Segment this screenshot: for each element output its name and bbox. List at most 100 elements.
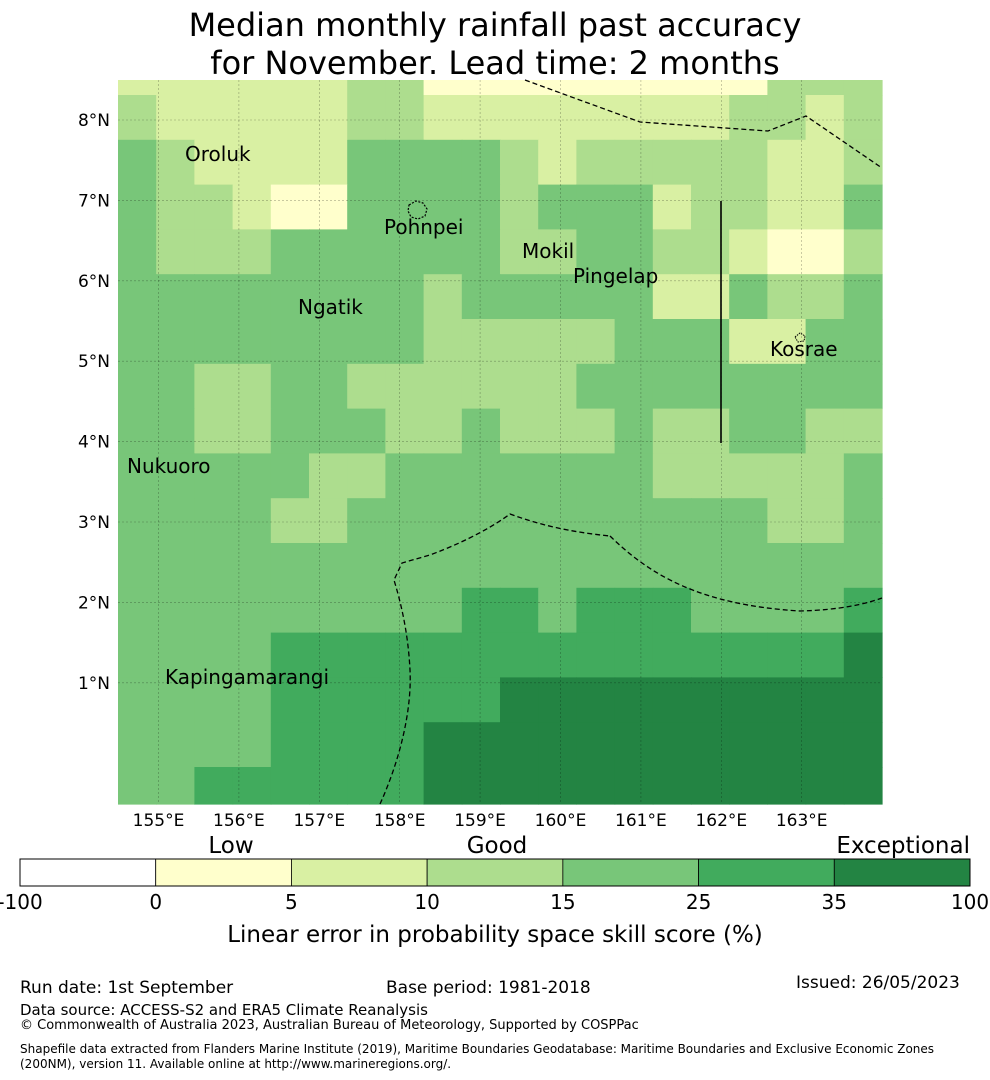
grid-cell — [156, 319, 195, 365]
grid-cell — [652, 453, 692, 499]
grid-cell — [423, 274, 463, 320]
colorbar-tick-label: 5 — [285, 890, 298, 914]
grid-cell — [538, 139, 577, 186]
grid-cell — [347, 543, 386, 589]
skill-grid — [118, 80, 883, 805]
grid-cell — [194, 543, 234, 589]
grid-cell — [805, 408, 845, 454]
grid-cell — [729, 274, 768, 320]
grid-cell — [232, 498, 272, 544]
grid-cell — [232, 95, 272, 141]
grid-cell — [767, 274, 807, 320]
grid-cell — [576, 453, 616, 499]
grid-cell — [309, 363, 348, 410]
grid-cell — [767, 95, 807, 141]
grid-cell — [691, 80, 730, 96]
place-label-kapingamarangi: Kapingamarangi — [165, 665, 329, 689]
grid-cell — [614, 587, 654, 634]
grid-cell — [843, 722, 883, 768]
grid-cell — [538, 722, 577, 768]
lat-tick-label: 1°N — [78, 674, 110, 694]
grid-cell — [843, 229, 883, 275]
grid-cell — [423, 319, 463, 365]
lat-tick-label: 6°N — [78, 272, 110, 292]
grid-cell — [614, 184, 654, 230]
grid-cell — [614, 543, 654, 589]
grid-cell — [309, 453, 348, 499]
grid-cell — [156, 587, 195, 634]
grid-cell — [156, 543, 195, 589]
grid-cell — [652, 632, 692, 678]
grid-cell — [461, 184, 501, 230]
grid-cell — [423, 229, 463, 275]
grid-cell — [576, 498, 616, 544]
grid-cell — [576, 184, 616, 230]
grid-cell — [805, 80, 845, 96]
run-date: Run date: 1st September — [20, 978, 234, 998]
latitude-ticks: 8°N 7°N 6°N 5°N 4°N 3°N 2°N 1°N — [78, 111, 110, 694]
grid-cell — [118, 543, 157, 589]
grid-cell — [423, 677, 463, 723]
grid-cell — [652, 498, 692, 544]
grid-cell — [614, 722, 654, 768]
eez-boundary-south-left — [379, 513, 611, 805]
grid-cell — [767, 139, 807, 186]
grid-cell — [385, 722, 425, 768]
grid-cell — [805, 363, 845, 410]
grid-cell — [347, 408, 386, 454]
grid-cell — [194, 274, 234, 320]
grid-cell — [385, 587, 425, 634]
lon-tick-label: 158°E — [374, 811, 426, 831]
grid-cell — [576, 587, 616, 634]
lon-tick-label: 160°E — [535, 811, 587, 831]
grid-cell — [461, 722, 501, 768]
grid-cell — [156, 229, 195, 275]
colorbar-category-label: Exceptional — [836, 833, 970, 859]
grid-cell — [385, 274, 425, 320]
grid-cell — [461, 767, 501, 805]
grid-cell — [767, 80, 807, 96]
shapefile-credit-line-1: Shapefile data extracted from Flanders M… — [20, 1042, 935, 1056]
lon-tick-label: 161°E — [615, 811, 667, 831]
grid-cell — [691, 453, 730, 499]
grid-cell — [805, 543, 845, 589]
grid-cell — [500, 498, 539, 544]
grid-cell — [156, 95, 195, 141]
colorbar-segment — [291, 858, 428, 887]
grid-cell — [614, 677, 654, 723]
grid-cell — [194, 632, 234, 678]
grid-cell — [805, 319, 845, 365]
grid-cell — [118, 408, 157, 454]
grid-cell — [538, 319, 577, 365]
grid-cell — [767, 498, 807, 544]
grid-cell — [691, 274, 730, 320]
grid-cell — [729, 80, 768, 96]
gridlines — [118, 80, 882, 804]
lat-tick-label: 5°N — [78, 352, 110, 372]
grid-cell — [118, 139, 157, 186]
grid-cell — [576, 543, 616, 589]
grid-cell — [691, 408, 730, 454]
grid-cell — [270, 543, 310, 589]
grid-cell — [576, 632, 616, 678]
colorbar-segment — [833, 858, 971, 887]
grid-cell — [232, 543, 272, 589]
grid-cell — [729, 677, 768, 723]
grid-cell — [691, 363, 730, 410]
grid-cell — [461, 363, 501, 410]
grid-cell — [843, 319, 883, 365]
grid-cell — [118, 363, 157, 410]
grid-cell — [805, 139, 845, 186]
grid-cell — [118, 80, 157, 96]
grid-cell — [309, 767, 348, 805]
grid-cell — [691, 498, 730, 544]
grid-cell — [500, 408, 539, 454]
grid-cell — [767, 722, 807, 768]
grid-cell — [614, 95, 654, 141]
grid-cell — [652, 587, 692, 634]
grid-cell — [156, 767, 195, 805]
grid-cell — [805, 587, 845, 634]
lon-tick-label: 157°E — [293, 811, 345, 831]
grid-cell — [118, 677, 157, 723]
grid-cell — [118, 95, 157, 141]
